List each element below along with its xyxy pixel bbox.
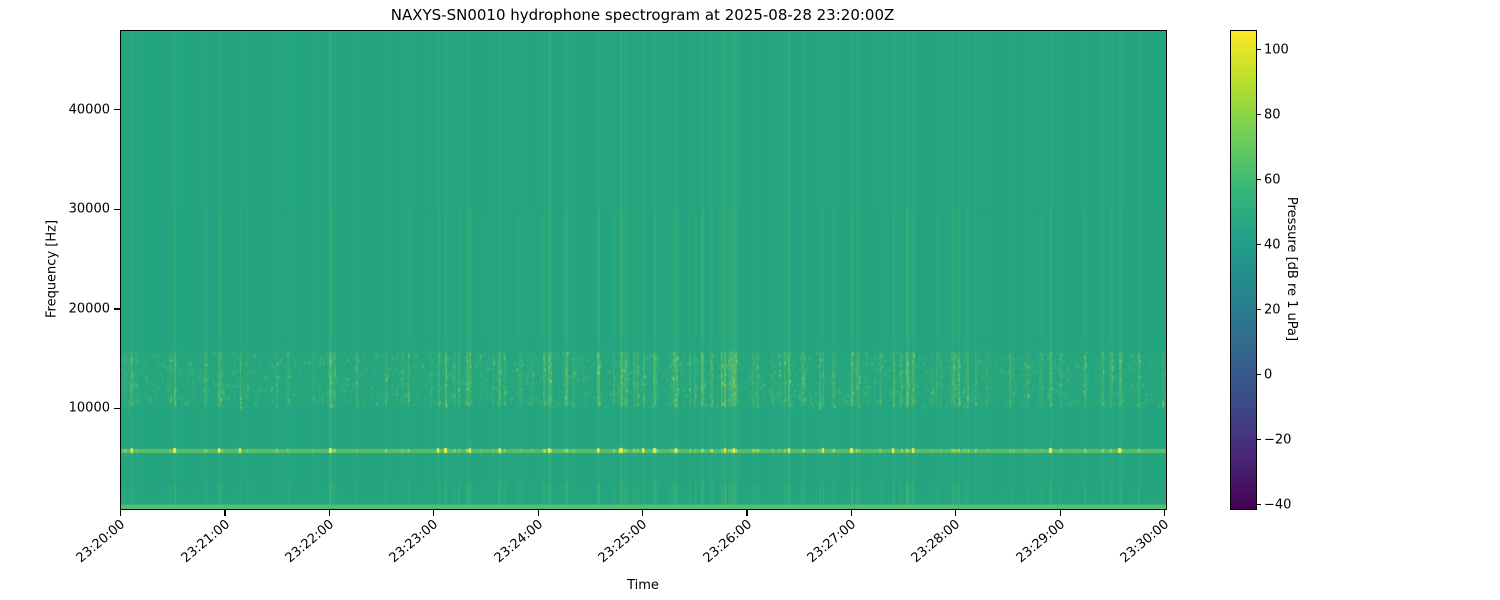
x-tick-mark — [746, 509, 748, 516]
x-tick-mark — [1163, 509, 1166, 516]
colorbar-tick-mark — [1256, 439, 1261, 441]
x-tick-label: 23:25:00 — [595, 517, 651, 567]
spectrogram-heatmap — [121, 31, 1166, 509]
x-tick-label: 23:22:00 — [282, 517, 337, 567]
x-tick-mark — [433, 509, 435, 516]
colorbar-tick-mark — [1256, 48, 1261, 51]
x-tick-mark — [641, 509, 644, 516]
colorbar-tick-mark — [1256, 244, 1261, 246]
y-tick-mark — [114, 407, 120, 410]
colorbar-tick-mark — [1256, 309, 1261, 311]
plot-area — [120, 30, 1167, 510]
x-tick-label: 23:30:00 — [1117, 517, 1173, 567]
x-tick-mark — [119, 509, 122, 516]
y-tick-mark — [114, 109, 120, 111]
x-tick-mark — [955, 509, 957, 516]
x-tick-label: 23:28:00 — [908, 517, 964, 567]
y-tick-label: 40000 — [68, 102, 110, 118]
chart-title: NAXYS-SN0010 hydrophone spectrogram at 2… — [390, 6, 895, 24]
x-tick-label: 23:23:00 — [386, 517, 442, 567]
x-tick-mark — [224, 509, 226, 516]
colorbar-tick-mark — [1256, 504, 1261, 506]
colorbar-tick-label: −20 — [1264, 432, 1292, 448]
colorbar-tick-mark — [1256, 178, 1261, 181]
x-tick-label: 23:21:00 — [178, 517, 233, 567]
colorbar — [1230, 30, 1257, 510]
y-tick-mark — [114, 208, 120, 210]
x-tick-mark — [537, 509, 539, 516]
y-tick-label: 20000 — [68, 301, 110, 317]
x-tick-label: 23:26:00 — [700, 517, 755, 567]
colorbar-tick-label: 40 — [1264, 237, 1281, 253]
x-tick-mark — [850, 509, 852, 516]
colorbar-tick-label: 60 — [1264, 172, 1281, 188]
colorbar-label: Pressure [dB re 1 uPa] — [1284, 196, 1299, 342]
colorbar-tick-label: 80 — [1264, 107, 1281, 123]
x-tick-mark — [1059, 509, 1061, 516]
x-tick-label: 23:27:00 — [804, 517, 859, 567]
x-tick-label: 23:29:00 — [1013, 517, 1068, 567]
colorbar-tick-label: 0 — [1264, 367, 1273, 383]
x-tick-label: 23:20:00 — [73, 517, 129, 567]
colorbar-tick-label: 100 — [1264, 42, 1289, 57]
y-tick-mark — [114, 308, 120, 310]
y-axis-label: Frequency [Hz] — [44, 219, 60, 319]
colorbar-tick-label: −40 — [1264, 497, 1292, 513]
colorbar-tick-mark — [1256, 113, 1261, 116]
colorbar-tick-mark — [1256, 374, 1261, 376]
y-tick-label: 10000 — [68, 400, 110, 416]
x-tick-mark — [328, 509, 330, 516]
x-axis-label: Time — [627, 578, 659, 593]
colorbar-tick-label: 20 — [1264, 302, 1281, 318]
x-tick-label: 23:24:00 — [491, 517, 546, 567]
y-tick-label: 30000 — [68, 201, 110, 217]
